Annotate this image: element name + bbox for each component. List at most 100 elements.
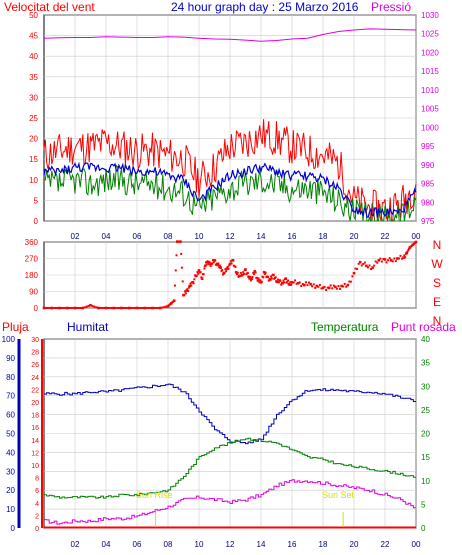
- direction-point: [345, 285, 348, 288]
- direction-point: [406, 250, 409, 253]
- wind-direction-axis: 0 90 180 270 360: [25, 238, 39, 313]
- rain-tick-label: 2: [35, 513, 39, 520]
- direction-point: [277, 281, 280, 284]
- direction-point: [263, 272, 266, 275]
- direction-point: [65, 306, 69, 310]
- time-tick-label: 06: [133, 232, 142, 241]
- wind-pressure-series: [43, 28, 417, 223]
- time-tick-label: 22: [381, 232, 390, 241]
- direction-point: [184, 292, 187, 295]
- direction-point: [205, 263, 208, 266]
- pressure-tick-label: 1030: [421, 11, 439, 20]
- direction-point: [75, 307, 78, 309]
- time-tick-label: 12: [226, 540, 235, 549]
- direction-tick-label: 90: [29, 288, 38, 297]
- wind-direction-points: [42, 240, 418, 310]
- direction-point: [191, 281, 194, 284]
- direction-point: [127, 306, 131, 310]
- direction-point: [120, 306, 123, 310]
- direction-point: [402, 256, 405, 259]
- direction-point: [239, 274, 242, 277]
- direction-point: [93, 305, 96, 308]
- wind-speed-line: [43, 164, 417, 223]
- pressure-tick-label: 1015: [421, 67, 439, 76]
- direction-point: [332, 284, 335, 287]
- direction-point: [70, 307, 73, 309]
- direction-point: [352, 271, 356, 275]
- direction-point: [317, 285, 320, 288]
- direction-point: [110, 307, 113, 309]
- rain-tick-label: 12: [31, 450, 39, 457]
- direction-point: [366, 266, 369, 269]
- direction-point: [218, 264, 221, 267]
- temperature-tick-label: 35: [421, 359, 430, 368]
- direction-point: [103, 307, 106, 309]
- humidity-line: [44, 383, 416, 445]
- direction-point: [279, 279, 282, 282]
- direction-point: [227, 267, 230, 270]
- direction-point: [87, 304, 90, 307]
- direction-point: [79, 307, 82, 309]
- compass-letter: N: [433, 314, 442, 328]
- wind-direction-grid: [44, 241, 417, 309]
- direction-point: [216, 263, 219, 267]
- direction-point: [248, 277, 251, 280]
- direction-point: [284, 277, 287, 280]
- direction-point: [106, 307, 109, 309]
- rain-tick-label: 20: [31, 400, 39, 407]
- direction-point: [155, 307, 158, 309]
- direction-point: [206, 260, 209, 263]
- direction-point: [296, 281, 300, 285]
- humidity-tick-label: 50: [6, 430, 15, 439]
- direction-point: [362, 263, 365, 265]
- direction-point: [187, 290, 190, 293]
- direction-point: [192, 282, 195, 285]
- direction-point: [143, 306, 147, 310]
- temperature-tick-label: 40: [421, 335, 430, 344]
- direction-point: [314, 286, 317, 289]
- direction-point: [137, 307, 140, 309]
- direction-point: [42, 306, 46, 310]
- direction-point: [108, 307, 111, 309]
- direction-point: [287, 279, 290, 282]
- wind-gust-line: [43, 119, 417, 222]
- direction-point: [73, 306, 77, 310]
- direction-point: [306, 284, 309, 287]
- direction-point: [235, 273, 238, 276]
- direction-point: [211, 259, 214, 262]
- direction-point: [202, 273, 205, 276]
- direction-point: [404, 256, 407, 259]
- direction-point: [185, 289, 188, 292]
- direction-point: [407, 249, 410, 252]
- direction-point: [288, 283, 291, 286]
- direction-point: [404, 252, 407, 255]
- direction-point: [247, 275, 250, 279]
- direction-point: [175, 254, 178, 257]
- direction-point: [300, 285, 303, 287]
- direction-point: [329, 284, 332, 287]
- direction-point: [54, 307, 57, 309]
- direction-point: [230, 262, 233, 265]
- time-tick-label: 22: [381, 540, 390, 549]
- direction-point: [385, 261, 388, 264]
- direction-point: [130, 307, 133, 309]
- direction-point: [239, 271, 242, 274]
- direction-point: [368, 264, 371, 267]
- direction-point: [265, 275, 268, 278]
- direction-point: [187, 286, 190, 289]
- temperature-tick-label: 0: [421, 524, 426, 533]
- direction-point: [229, 260, 232, 263]
- direction-point: [246, 271, 249, 274]
- direction-point: [163, 306, 166, 309]
- direction-point: [56, 307, 59, 309]
- direction-point: [68, 307, 71, 309]
- wind-tick-label: 10: [29, 176, 38, 185]
- direction-point: [283, 281, 286, 284]
- direction-point: [399, 254, 402, 257]
- direction-point: [289, 281, 292, 284]
- direction-point: [286, 280, 289, 283]
- direction-point: [358, 260, 362, 264]
- direction-point: [208, 263, 211, 266]
- direction-point: [141, 307, 144, 309]
- direction-point: [199, 271, 202, 274]
